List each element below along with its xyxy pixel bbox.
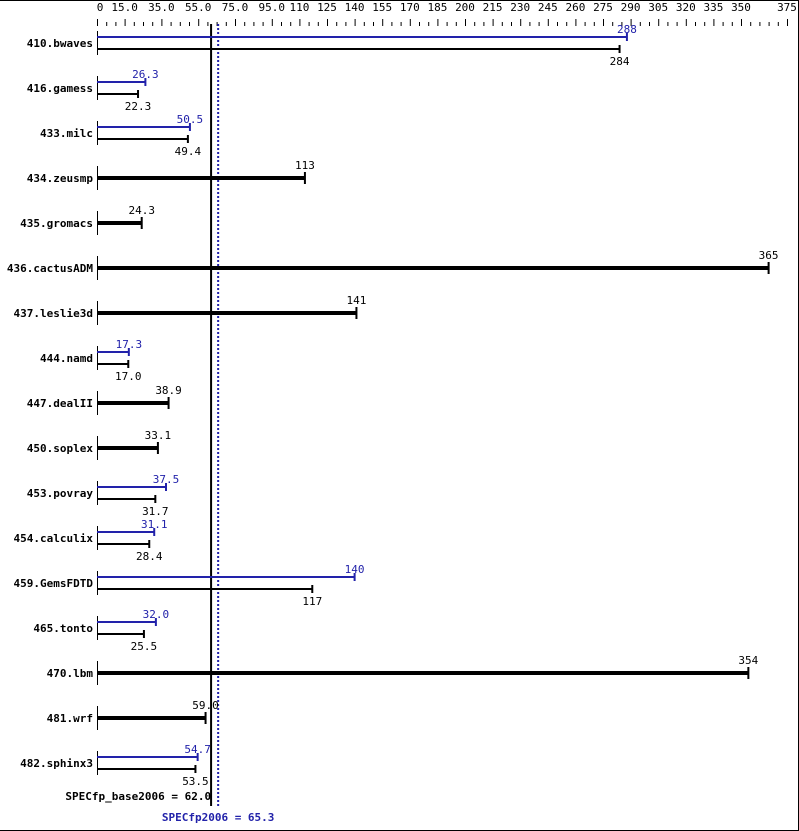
category-label: 410.bwaves — [27, 37, 93, 50]
x-tick-label: 320 — [676, 1, 696, 14]
category-label: 435.gromacs — [20, 217, 93, 230]
base-value-label: 22.3 — [125, 100, 152, 113]
x-tick-label: 245 — [538, 1, 558, 14]
base-value-label: 49.4 — [175, 145, 202, 158]
peak-value-label: 26.3 — [132, 68, 159, 81]
x-tick-label: 305 — [648, 1, 668, 14]
x-tick-label: 110 — [289, 1, 309, 14]
x-tick-label: 290 — [621, 1, 641, 14]
category-label: 433.milc — [40, 127, 93, 140]
base-value-label: 24.3 — [128, 204, 155, 217]
base-value-label: 25.5 — [131, 640, 158, 653]
base-value-label: 33.1 — [145, 429, 172, 442]
x-tick-label: 350 — [731, 1, 751, 14]
peak-reference-label: SPECfp2006 = 65.3 — [162, 811, 275, 824]
peak-value-label: 37.5 — [153, 473, 180, 486]
base-value-label: 38.9 — [155, 384, 182, 397]
x-tick-label: 185 — [427, 1, 447, 14]
peak-value-label: 54.7 — [184, 743, 211, 756]
category-label: 437.leslie3d — [14, 307, 93, 320]
base-value-label: 117 — [302, 595, 322, 608]
x-tick-label: 230 — [510, 1, 530, 14]
category-label: 450.soplex — [27, 442, 94, 455]
category-label: 459.GemsFDTD — [14, 577, 94, 590]
base-value-label: 59.0 — [192, 699, 219, 712]
base-value-label: 113 — [295, 159, 315, 172]
peak-value-label: 17.3 — [116, 338, 143, 351]
base-value-label: 31.7 — [142, 505, 169, 518]
base-value-label: 141 — [347, 294, 367, 307]
category-label: 482.sphinx3 — [20, 757, 93, 770]
x-tick-label: 335 — [703, 1, 723, 14]
x-tick-label: 0 — [97, 1, 104, 14]
x-tick-label: 95.0 — [259, 1, 286, 14]
category-label: 436.cactusADM — [7, 262, 93, 275]
x-tick-label: 15.0 — [111, 1, 138, 14]
x-tick-label: 155 — [372, 1, 392, 14]
category-label: 453.povray — [27, 487, 94, 500]
x-tick-label: 200 — [455, 1, 475, 14]
x-tick-label: 375 — [777, 1, 797, 14]
category-label: 470.lbm — [47, 667, 94, 680]
base-value-label: 17.0 — [115, 370, 142, 383]
base-value-label: 284 — [610, 55, 630, 68]
peak-value-label: 288 — [617, 23, 637, 36]
category-label: 481.wrf — [47, 712, 93, 725]
peak-value-label: 140 — [345, 563, 365, 576]
x-tick-label: 75.0 — [222, 1, 249, 14]
peak-value-label: 50.5 — [177, 113, 204, 126]
x-tick-label: 35.0 — [148, 1, 175, 14]
base-value-label: 354 — [738, 654, 758, 667]
category-label: 454.calculix — [14, 532, 94, 545]
x-tick-label: 140 — [345, 1, 365, 14]
category-label: 444.namd — [40, 352, 93, 365]
base-value-label: 53.5 — [182, 775, 209, 788]
x-tick-label: 215 — [483, 1, 503, 14]
x-tick-label: 275 — [593, 1, 613, 14]
category-label: 447.dealII — [27, 397, 93, 410]
x-tick-label: 55.0 — [185, 1, 212, 14]
peak-value-label: 31.1 — [141, 518, 168, 531]
category-label: 434.zeusmp — [27, 172, 94, 185]
base-value-label: 28.4 — [136, 550, 163, 563]
peak-value-label: 32.0 — [143, 608, 170, 621]
x-tick-label: 170 — [400, 1, 420, 14]
category-label: 465.tonto — [33, 622, 93, 635]
x-tick-label: 260 — [565, 1, 585, 14]
base-reference-label: SPECfp_base2006 = 62.0 — [65, 790, 211, 803]
category-label: 416.gamess — [27, 82, 93, 95]
base-value-label: 365 — [759, 249, 779, 262]
x-tick-label: 125 — [317, 1, 337, 14]
